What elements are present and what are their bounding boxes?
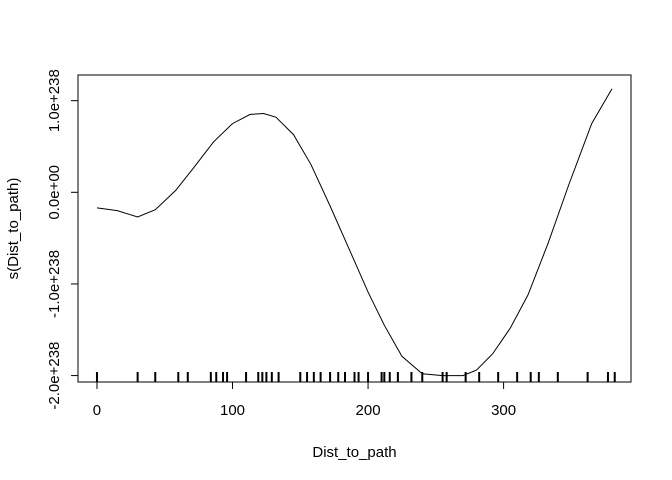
x-tick-label: 200	[356, 402, 381, 419]
y-tick-label: 0.0e+00	[46, 165, 63, 220]
x-axis-label: Dist_to_path	[312, 444, 396, 461]
y-tick-label: -1.0e+238	[46, 250, 63, 318]
y-tick-label: 1.0e+238	[46, 69, 63, 132]
x-tick-label: 0	[93, 402, 101, 419]
y-axis-label: s(Dist_to_path)	[5, 178, 22, 280]
rug-marks	[95, 372, 616, 382]
plot-area-frame	[77, 74, 632, 383]
y-tick-label: -2.0e+238	[46, 342, 63, 410]
x-tick-label: 300	[491, 402, 516, 419]
x-axis: 0 100 200 300	[93, 381, 516, 419]
smooth-term-line	[96, 88, 613, 377]
y-axis: -2.0e+238 -1.0e+238 0.0e+00 1.0e+238	[46, 69, 79, 410]
x-tick-label: 100	[220, 402, 245, 419]
